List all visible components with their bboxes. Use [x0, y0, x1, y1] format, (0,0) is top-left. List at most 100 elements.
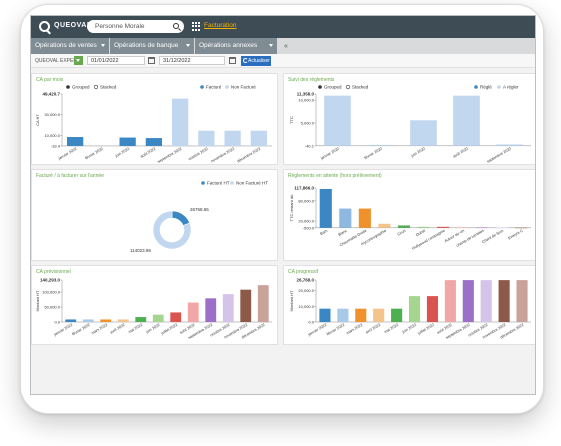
menu-operations-annexes[interactable]: Opérations annexes — [195, 38, 277, 54]
y-tick-label: 10,000.0 — [298, 304, 314, 309]
bar[interactable] — [516, 280, 528, 322]
calendar-icon[interactable] — [148, 57, 155, 64]
radio-stacked[interactable] — [345, 84, 351, 90]
bar[interactable] — [324, 95, 351, 146]
bar[interactable] — [462, 280, 474, 322]
bar[interactable] — [367, 144, 394, 146]
bar[interactable] — [373, 308, 385, 322]
facturation-link[interactable]: Facturation — [204, 22, 237, 29]
pie-slice[interactable] — [152, 210, 192, 250]
bar[interactable] — [378, 223, 391, 228]
company-dropdown-button[interactable] — [74, 56, 83, 65]
x-tick-label: juillet 2022 — [416, 323, 435, 336]
bar[interactable] — [417, 226, 430, 228]
search-value: Personne Morale — [95, 23, 145, 30]
bar[interactable] — [319, 308, 331, 322]
bar[interactable] — [117, 319, 129, 322]
end-date-input[interactable]: 31/12/2022 — [159, 56, 225, 65]
chart-suivi-reglements: Grouped Stacked Réglé A régler 11,358.01… — [289, 84, 531, 164]
chart-facture-a-facturer: Facturé HT Non Facturé HT 26768.65 114023… — [130, 181, 268, 253]
bar[interactable] — [135, 317, 147, 322]
x-tick-label: Dubet — [415, 228, 427, 237]
bar[interactable] — [495, 227, 508, 229]
bar[interactable] — [397, 225, 411, 228]
radio-stacked[interactable] — [93, 84, 99, 90]
bar[interactable] — [224, 130, 241, 146]
bar[interactable] — [476, 227, 489, 229]
apps-grid-icon[interactable] — [192, 22, 201, 31]
x-tick-label: mai 2022 — [384, 323, 400, 334]
x-tick-label: avril 2022 — [109, 323, 125, 335]
legend-swatch-a-regler[interactable] — [497, 85, 501, 89]
bar[interactable] — [358, 208, 371, 228]
bar[interactable] — [82, 319, 94, 322]
bar[interactable] — [391, 308, 403, 322]
bar[interactable] — [337, 308, 349, 322]
menu-operations-banque[interactable]: Opérations de banque — [110, 38, 194, 54]
filter-bar: QUEOVAL EXPERT 01/01/2022 31/12/2022 Act… — [31, 54, 535, 68]
pie-slice[interactable] — [171, 210, 191, 226]
queoval-logo-icon[interactable] — [39, 21, 50, 32]
search-icon[interactable] — [173, 23, 179, 29]
bar[interactable] — [456, 227, 469, 228]
y-tick-label: 26,768.0 — [296, 278, 314, 283]
bar[interactable] — [65, 319, 77, 322]
bar[interactable] — [496, 144, 523, 146]
bar[interactable] — [205, 298, 217, 322]
legend-swatch-non-facture[interactable] — [225, 85, 229, 89]
bar[interactable] — [198, 130, 215, 146]
radio-grouped[interactable] — [318, 85, 322, 89]
collapse-menu-icon[interactable]: « — [284, 43, 288, 50]
legend-swatch-regle[interactable] — [474, 85, 478, 89]
bar[interactable] — [145, 138, 163, 146]
panel-title: Facturé / à facturer sur l'année — [36, 173, 104, 179]
start-date-input[interactable]: 01/01/2022 — [87, 56, 145, 65]
bar[interactable] — [119, 137, 136, 146]
bar[interactable] — [187, 302, 199, 322]
bar[interactable] — [339, 208, 352, 228]
bar[interactable] — [152, 314, 164, 322]
bar[interactable] — [100, 319, 112, 322]
bar[interactable] — [444, 280, 456, 322]
x-tick-label: Chant de Sion — [481, 229, 504, 245]
bar[interactable] — [250, 130, 268, 146]
y-axis-label: TTC — [289, 116, 294, 124]
chart-ca-par-mois: Grouped Stacked Facturé Non Facturé 49,4… — [35, 84, 272, 164]
bar[interactable] — [408, 296, 421, 322]
bar[interactable] — [426, 296, 439, 322]
bar[interactable] — [257, 285, 269, 322]
menu-operations-ventes[interactable]: Opérations de ventes — [31, 38, 109, 54]
bar[interactable] — [498, 280, 510, 322]
bar[interactable] — [453, 95, 480, 146]
bar[interactable] — [66, 137, 84, 146]
x-tick-label: février 2022 — [71, 323, 90, 336]
x-tick-label: janvier 2022 — [307, 323, 328, 337]
bar[interactable] — [355, 308, 367, 322]
bar[interactable] — [480, 280, 492, 322]
bar[interactable] — [436, 226, 450, 228]
panel-title: CA par mois — [36, 77, 64, 83]
bar[interactable] — [515, 227, 528, 229]
calendar-icon[interactable] — [229, 57, 236, 64]
legend-swatch-facture-ht[interactable] — [201, 181, 205, 185]
bar[interactable] — [171, 98, 189, 146]
refresh-button[interactable]: Actualiser — [241, 56, 271, 66]
x-tick-label: juillet 2022 — [160, 323, 179, 336]
bar[interactable] — [222, 294, 234, 322]
legend-swatch-facture[interactable] — [200, 85, 204, 89]
x-tick-label: janvier 2022 — [319, 147, 340, 161]
panel-ca-par-mois: CA par mois Grouped Stacked Facturé Non … — [31, 73, 278, 165]
bar[interactable] — [319, 188, 332, 228]
bar[interactable] — [170, 312, 182, 322]
search-input[interactable]: Personne Morale — [87, 20, 184, 33]
legend-swatch-non-facture-ht[interactable] — [230, 181, 234, 185]
bar[interactable] — [240, 289, 252, 322]
y-tick-label: 10,000.0 — [298, 98, 314, 103]
x-tick-label: janvier 2022 — [52, 323, 73, 337]
radio-grouped[interactable] — [66, 85, 70, 89]
panel-title: Règlements en attente (hors prélèvement) — [288, 173, 382, 179]
company-select[interactable]: QUEOVAL EXPERT — [35, 58, 80, 64]
bar[interactable] — [410, 120, 437, 146]
pie-value-label: 26768.65 — [190, 207, 209, 212]
x-tick-label: août 2022 — [436, 323, 453, 335]
